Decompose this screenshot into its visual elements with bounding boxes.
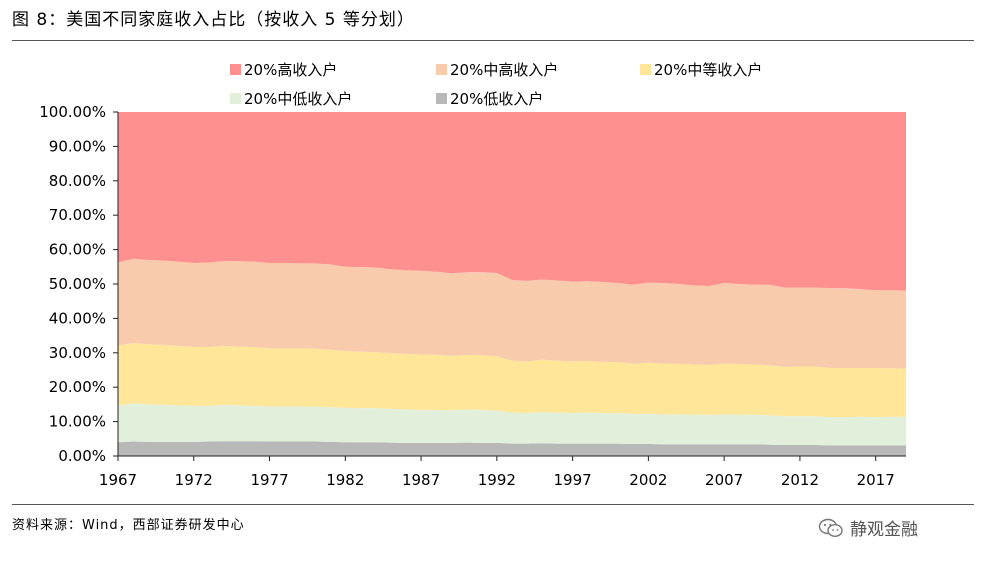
brand-watermark: 静观金融: [818, 515, 918, 540]
legend-swatch: [436, 64, 447, 75]
axis-layer: 0.00% 10.00% 20.00% 30.00% 40.00% 50.00% 60.00…: [39, 103, 906, 489]
bottom-rule: [12, 504, 974, 505]
x-tick-label: 2002: [629, 471, 667, 489]
y-tick-label: 70.00%: [49, 206, 106, 224]
y-tick-label: 20.00%: [49, 378, 106, 396]
x-tick-label: 1997: [554, 471, 592, 489]
legend-label: 20%高收入户: [244, 61, 337, 79]
x-tick-label: 2017: [857, 471, 895, 489]
area-series-3: [118, 258, 906, 369]
legend-swatch: [230, 64, 241, 75]
y-tick-label: 100.00%: [39, 103, 106, 121]
y-tick-label: 10.00%: [49, 413, 106, 431]
y-tick-label: 30.00%: [49, 344, 106, 362]
legend: 20%高收入户 20%中高收入户 20%中等收入户 20%中低收入户 20%低收入户: [230, 61, 762, 108]
y-tick-label: 40.00%: [49, 309, 106, 327]
x-tick-label: 1982: [326, 471, 364, 489]
x-tick-label: 1977: [250, 471, 288, 489]
legend-label: 20%中高收入户: [450, 61, 558, 79]
y-tick-label: 0.00%: [58, 447, 106, 465]
brand-name: 静观金融: [850, 520, 918, 540]
y-tick-label: 80.00%: [49, 172, 106, 190]
x-tick-label: 1967: [99, 471, 137, 489]
x-tick-label: 1972: [175, 471, 213, 489]
legend-label: 20%中低收入户: [244, 90, 352, 108]
top-rule: [12, 40, 974, 41]
legend-swatch: [640, 64, 651, 75]
legend-swatch: [436, 93, 447, 104]
wechat-icon: [818, 518, 843, 537]
y-tick-label: 60.00%: [49, 241, 106, 259]
figure-title: 图 8：美国不同家庭收入占比（按收入 5 等分划）: [12, 10, 415, 30]
x-tick-label: 2012: [781, 471, 819, 489]
area-series-1: [118, 403, 906, 446]
legend-swatch: [230, 93, 241, 104]
legend-label: 20%中等收入户: [654, 61, 762, 79]
stacked-area-chart: 0.00% 10.00% 20.00% 30.00% 40.00% 50.00% 60.00…: [39, 61, 906, 489]
y-tick-label: 90.00%: [49, 137, 106, 155]
y-tick-label: 50.00%: [49, 275, 106, 293]
area-series-2: [118, 343, 906, 418]
x-tick-label: 1987: [402, 471, 440, 489]
legend-label: 20%低收入户: [450, 90, 543, 108]
area-series-0: [118, 441, 906, 456]
source-note: 资料来源：Wind，西部证券研发中心: [12, 518, 245, 533]
x-tick-label: 2007: [705, 471, 743, 489]
area-series-4: [118, 112, 906, 291]
area-layer: [118, 112, 906, 456]
x-tick-label: 1992: [478, 471, 516, 489]
